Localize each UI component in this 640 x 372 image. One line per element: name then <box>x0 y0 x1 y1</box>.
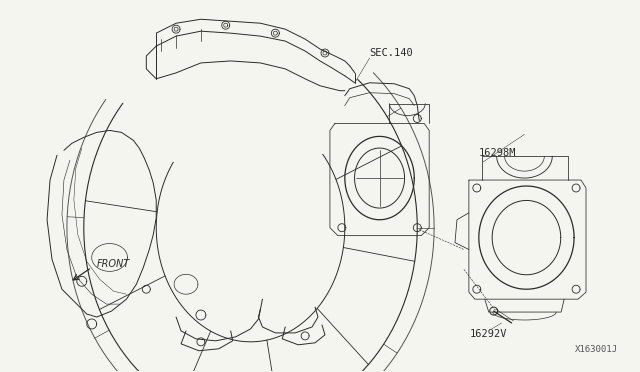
Text: 16298M: 16298M <box>479 148 516 158</box>
Text: X163001J: X163001J <box>575 345 618 354</box>
Text: SEC.140: SEC.140 <box>370 48 413 58</box>
Text: 16292V: 16292V <box>470 329 508 339</box>
Text: FRONT: FRONT <box>97 259 130 269</box>
